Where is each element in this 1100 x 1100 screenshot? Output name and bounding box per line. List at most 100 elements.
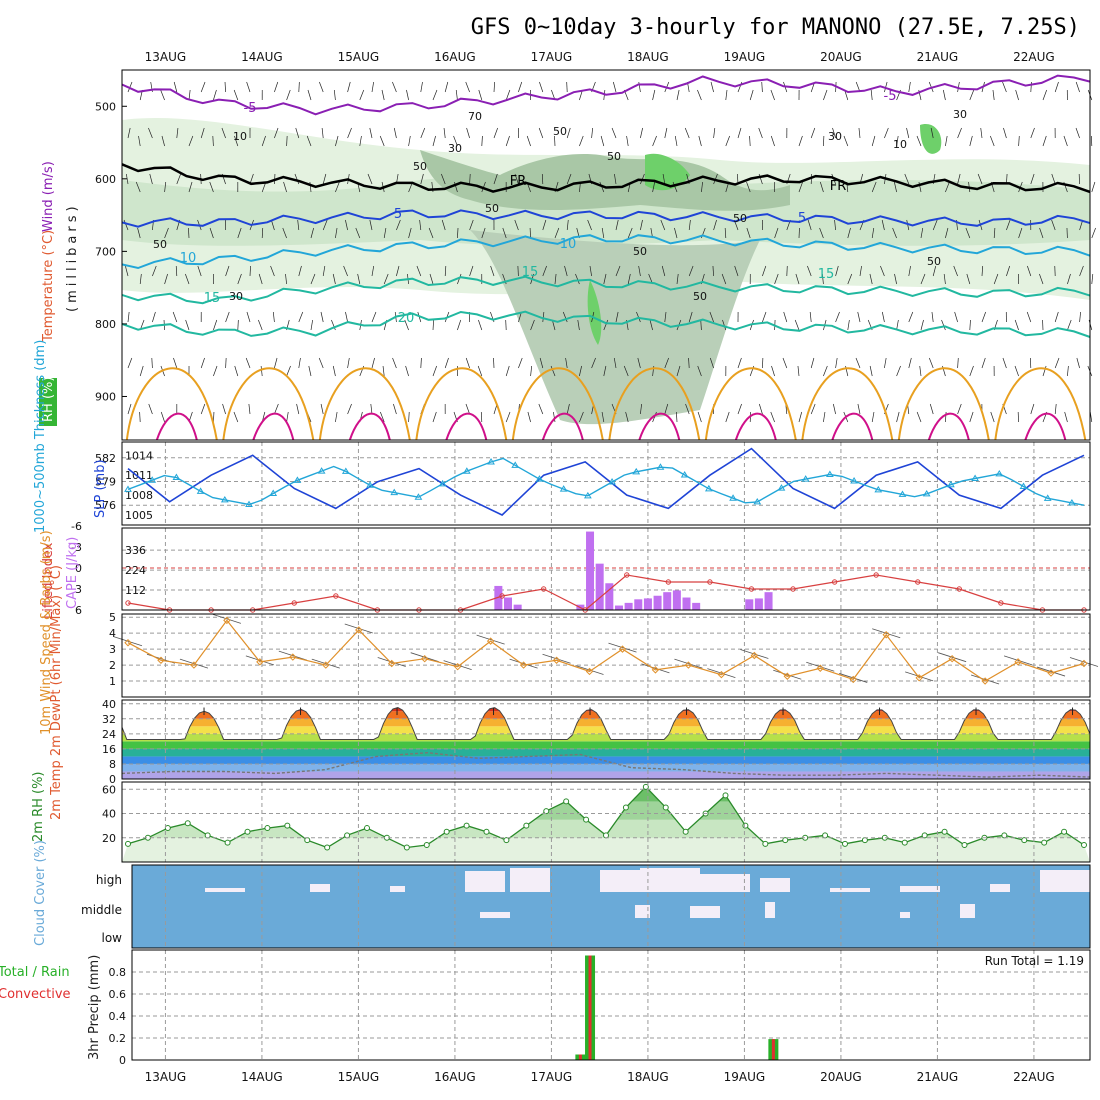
wind-barb [896,411,900,423]
wind-barb [810,127,816,139]
wind-barb [1006,265,1011,277]
wind-barb [638,265,641,277]
wind-barb [884,127,889,139]
thickness-marker [874,485,883,493]
wind-barb [892,227,897,239]
wind-speed-marker [849,675,857,684]
temp-color-band [122,748,1090,757]
wind-barb [661,265,666,277]
date-label-bottom: 22AUG [1013,1070,1055,1084]
hot-isotherm [348,412,391,441]
wind-barb [930,127,934,139]
rh-band-high [920,124,942,154]
wind-barb-10m [476,634,505,645]
wind-barb [200,127,205,139]
precip-convective-bar [588,955,592,1060]
rh-marker [782,837,789,844]
wind-barb [758,173,763,185]
high-cloud-block [990,884,1010,892]
wind-barb [688,265,694,277]
date-label-top: 16AUG [434,50,476,64]
wind-barb [139,273,142,285]
date-label-top: 14AUG [241,50,283,64]
wind-barb [929,357,934,369]
thickness-marker [729,494,737,501]
wind-barb [1042,135,1047,147]
wind-barb [347,81,351,93]
rh-marker [1041,839,1048,846]
wind-speed-marker [618,645,627,653]
wind-barb [518,357,523,369]
wind-barb [369,219,373,231]
slp-line [127,447,1085,516]
wind-barb [615,311,619,323]
wind-barb [185,319,190,331]
wind-barb [478,89,483,101]
wind-barb [871,411,875,423]
wind-barb [771,365,775,377]
cape-bar [745,599,754,610]
wind-speed-marker [124,639,132,647]
wind-speed-marker [1047,669,1055,677]
wind-barb [322,173,327,185]
rh-tick-label: 20 [102,832,116,845]
wind-tick-label: 3 [109,643,116,656]
wind-barb [209,181,214,193]
temp-color-band [122,711,1090,719]
wind-barb [662,173,666,185]
wind-barb [225,265,230,277]
wind-barb [1026,311,1032,323]
wind-barb [676,273,679,285]
wind-barb [457,227,459,239]
wind-barb [164,181,167,193]
wind-barb [343,265,348,277]
plot-layer: 13AUG 13AUG 14AUG 14AUG 15AUG 15AUG 16AUG 16AUG… [0,50,1099,1084]
wind-barb [627,273,631,285]
wind-speed-marker [453,662,462,671]
wind-barb [175,265,178,277]
wind-barb [237,319,239,331]
rh-marker [423,842,430,849]
mid-cloud-block [690,906,720,918]
cape-bar [614,605,623,610]
li-tick-label: -6 [71,520,82,533]
wind-barb [408,135,411,147]
wind-barb [640,127,643,139]
wind-barb [575,273,580,285]
wind-barb [152,311,156,323]
wind-barb [258,319,263,331]
wind-barb [977,173,983,185]
millibars-ylabel-text: (millibars) [65,202,80,312]
lifted-index-marker [540,586,547,592]
thickness-tick-label: 579 [95,476,116,489]
rh-marker [961,842,968,849]
wind-barb [795,273,800,285]
cloud-row-label: high [96,873,122,887]
rh-contour-label: 50 [153,238,167,251]
wind-barb [1039,273,1044,285]
wind-barb [611,127,617,139]
wind-barb [1075,81,1080,93]
wind-barb [392,81,397,93]
temp-color-band [122,763,1090,772]
wind-barb [823,411,826,423]
rh-marker [722,792,729,799]
wind-barb [393,403,397,415]
wind-barb [1063,135,1068,147]
thickness-marker [462,467,471,474]
wind-barb [298,81,300,93]
wind-barb [969,89,975,101]
wind-barb [1079,265,1084,277]
wind-barb [688,357,690,369]
wind-speed-marker [783,672,792,680]
isotherm-label: 15 [522,265,539,280]
wind-barb [432,319,434,331]
wind-speed-marker [651,666,660,674]
wind-barb [371,311,377,323]
panel-frame [131,949,1091,1061]
wind-barb [359,135,362,147]
rh-marker [1081,842,1087,849]
lifted-index-marker [873,572,879,578]
wind-speed-marker [1080,659,1088,668]
